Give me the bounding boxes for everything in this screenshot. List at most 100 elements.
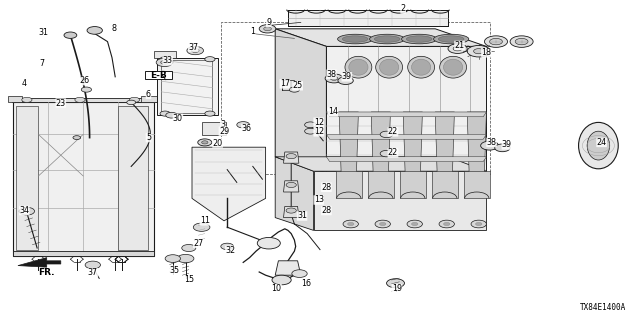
Ellipse shape (408, 56, 435, 78)
Text: E-B: E-B (150, 71, 166, 80)
Text: FR.: FR. (38, 268, 54, 277)
Circle shape (444, 222, 450, 226)
Polygon shape (154, 51, 176, 58)
Circle shape (380, 131, 393, 138)
Circle shape (292, 270, 307, 277)
Text: 39: 39 (342, 72, 352, 81)
Circle shape (286, 208, 296, 213)
Circle shape (448, 44, 467, 53)
Polygon shape (400, 171, 426, 198)
Ellipse shape (406, 36, 432, 42)
Circle shape (221, 243, 234, 250)
Circle shape (205, 57, 215, 62)
Circle shape (127, 100, 136, 105)
Circle shape (272, 275, 291, 285)
Circle shape (380, 222, 386, 226)
Text: TX84E1400A: TX84E1400A (580, 303, 626, 312)
Circle shape (439, 220, 454, 228)
Polygon shape (371, 112, 390, 173)
Text: 38: 38 (486, 138, 497, 147)
Polygon shape (192, 147, 266, 221)
Ellipse shape (434, 34, 468, 44)
Text: 20: 20 (212, 139, 223, 148)
Ellipse shape (370, 34, 405, 44)
Polygon shape (18, 258, 61, 267)
Text: 35: 35 (169, 266, 179, 275)
Polygon shape (16, 106, 38, 250)
Circle shape (305, 122, 316, 128)
Ellipse shape (374, 36, 400, 42)
Text: 31: 31 (297, 212, 307, 220)
Polygon shape (275, 29, 326, 173)
Circle shape (481, 141, 499, 150)
Text: 3: 3 (220, 120, 225, 129)
Circle shape (166, 112, 177, 118)
Circle shape (495, 144, 510, 152)
Text: 23: 23 (56, 99, 66, 108)
Circle shape (22, 97, 32, 102)
Text: 18: 18 (481, 48, 492, 57)
Text: 7: 7 (39, 60, 44, 68)
Circle shape (476, 222, 482, 226)
Circle shape (474, 49, 484, 54)
Circle shape (237, 122, 250, 128)
Circle shape (490, 38, 502, 45)
Text: 29: 29 (219, 127, 229, 136)
Ellipse shape (412, 59, 431, 75)
Text: 17: 17 (280, 79, 290, 88)
Circle shape (193, 223, 210, 231)
Bar (221, 22, 490, 174)
Polygon shape (403, 112, 422, 173)
Ellipse shape (342, 36, 368, 42)
Circle shape (19, 207, 35, 215)
Ellipse shape (444, 59, 463, 75)
Polygon shape (284, 206, 299, 218)
Text: 15: 15 (184, 276, 194, 284)
Polygon shape (8, 96, 22, 102)
Circle shape (75, 97, 85, 102)
Text: 8: 8 (111, 24, 116, 33)
Ellipse shape (579, 122, 618, 169)
Text: 9: 9 (266, 18, 271, 27)
Polygon shape (284, 181, 299, 192)
Polygon shape (284, 152, 299, 163)
Polygon shape (12, 98, 160, 102)
Text: 13: 13 (314, 196, 324, 204)
Circle shape (73, 136, 81, 140)
Circle shape (515, 38, 528, 45)
Circle shape (259, 25, 276, 33)
Text: 27: 27 (193, 239, 204, 248)
Text: 33: 33 (163, 56, 173, 65)
Circle shape (471, 220, 486, 228)
Circle shape (510, 36, 533, 47)
Polygon shape (326, 112, 486, 117)
Circle shape (177, 254, 194, 263)
Text: 34: 34 (19, 206, 29, 215)
Text: 10: 10 (271, 284, 282, 293)
Text: 28: 28 (321, 183, 332, 192)
Text: 24: 24 (596, 138, 607, 147)
Ellipse shape (402, 34, 437, 44)
Text: 28: 28 (321, 206, 332, 215)
Circle shape (161, 60, 168, 64)
Polygon shape (326, 46, 486, 173)
Polygon shape (339, 112, 358, 173)
Circle shape (286, 154, 296, 159)
Polygon shape (275, 29, 486, 46)
Polygon shape (467, 112, 486, 173)
Circle shape (64, 32, 77, 38)
Circle shape (198, 139, 212, 146)
Circle shape (257, 237, 280, 249)
Polygon shape (432, 171, 458, 198)
Ellipse shape (438, 36, 464, 42)
Bar (202, 122, 226, 135)
Text: 22: 22 (388, 127, 398, 136)
Circle shape (375, 220, 390, 228)
Circle shape (453, 46, 462, 51)
Ellipse shape (588, 131, 610, 160)
Circle shape (387, 279, 404, 288)
Text: 37: 37 (88, 268, 98, 277)
Circle shape (202, 141, 208, 144)
Circle shape (484, 36, 508, 47)
Text: 39: 39 (502, 140, 512, 149)
